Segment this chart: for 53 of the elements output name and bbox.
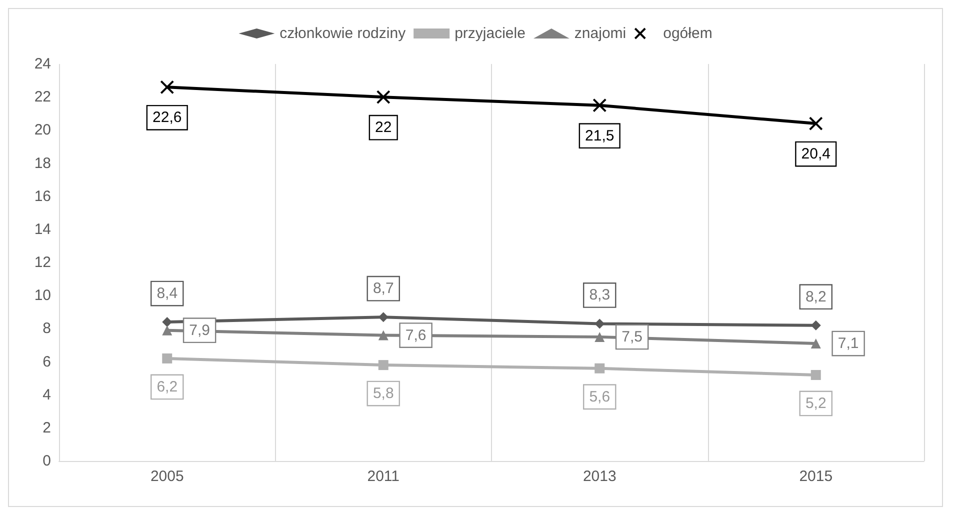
- point: [594, 363, 605, 374]
- point: [808, 116, 823, 131]
- data-label: 20,4: [801, 146, 830, 163]
- point: [594, 318, 605, 329]
- y-tick-label: 6: [42, 353, 51, 370]
- y-tick-label: 18: [34, 154, 51, 172]
- y-tick-label: 0: [42, 452, 51, 470]
- x-tick-label: 2013: [582, 468, 616, 485]
- y-tick-label: 10: [34, 287, 51, 304]
- y-tick-label: 20: [34, 122, 51, 139]
- data-label: 7,1: [838, 335, 859, 352]
- y-tick-label: 14: [34, 220, 51, 238]
- y-tick-label: 4: [42, 386, 51, 404]
- data-label: 5,8: [372, 385, 394, 402]
- data-label: 6,2: [156, 378, 178, 396]
- point: [378, 330, 388, 340]
- legend-label: członkowie rodziny: [280, 25, 406, 42]
- y-tick-label: 8: [42, 320, 51, 338]
- point: [162, 353, 172, 364]
- legend-label: znajomi: [574, 25, 626, 42]
- point: [810, 338, 821, 349]
- data-label: 8,2: [805, 288, 826, 306]
- y-tick-label: 16: [34, 188, 51, 205]
- point: [810, 320, 821, 330]
- data-label: 22: [375, 119, 392, 136]
- data-label: 5,6: [589, 388, 610, 406]
- point: [160, 80, 174, 94]
- data-label: 5,2: [805, 394, 826, 412]
- x-tick-label: 2005: [150, 468, 184, 485]
- point: [376, 90, 390, 104]
- data-label: 8,4: [156, 285, 178, 302]
- data-label: 7,9: [189, 322, 210, 339]
- point: [378, 312, 388, 322]
- point: [162, 325, 172, 336]
- data-label: 21,5: [585, 127, 614, 144]
- legend-label: przyjaciele: [454, 25, 526, 42]
- data-label: 8,7: [372, 280, 394, 298]
- data-label: 22,6: [152, 109, 182, 126]
- y-tick-label: 12: [34, 254, 51, 271]
- point: [810, 370, 821, 380]
- x-tick-label: 2011: [367, 468, 400, 485]
- y-tick-label: 2: [42, 419, 51, 436]
- y-tick-label: 22: [34, 88, 51, 106]
- data-label: 8,3: [589, 286, 610, 304]
- data-label: 7,5: [622, 328, 642, 346]
- legend-label: ogółem: [663, 25, 712, 42]
- point: [378, 360, 388, 370]
- y-tick-label: 24: [34, 56, 51, 72]
- point: [594, 332, 605, 342]
- point: [162, 317, 172, 328]
- x-tick-label: 2015: [799, 468, 833, 485]
- point: [592, 98, 607, 112]
- data-label: 7,6: [405, 326, 426, 344]
